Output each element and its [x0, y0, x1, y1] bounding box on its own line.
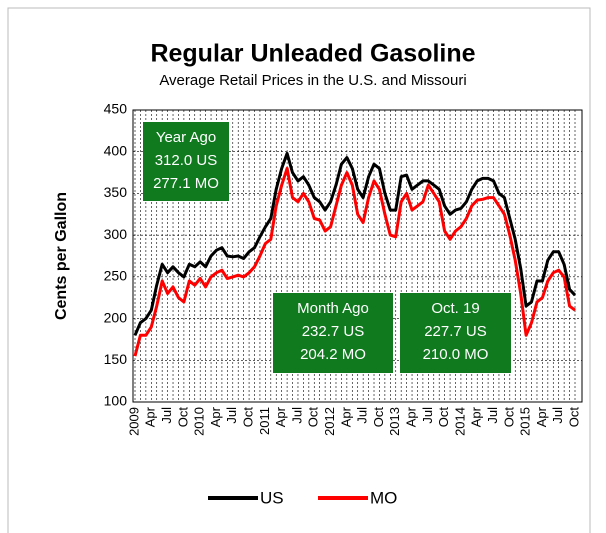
annotation-text: 227.7 US	[424, 323, 487, 340]
x-tick-label: 2011	[257, 407, 272, 435]
x-tick-label: Apr	[534, 406, 549, 427]
x-tick-label: 2015	[518, 407, 533, 436]
chart-subtitle: Average Retail Prices in the U.S. and Mi…	[159, 72, 466, 89]
y-tick-label: 300	[104, 226, 128, 242]
annotation-text: Year Ago	[156, 129, 216, 146]
x-tick-label: Oct	[241, 407, 256, 428]
x-tick-label: 2012	[322, 407, 337, 436]
annotation-text: 210.0 MO	[423, 346, 489, 363]
legend-label: US	[260, 488, 284, 507]
y-axis-label: Cents per Gallon	[53, 192, 70, 320]
annotation-box	[400, 293, 511, 373]
series-line	[133, 166, 576, 357]
x-tick-label: Apr	[208, 406, 223, 427]
plot-border	[132, 109, 583, 403]
x-tick-label: Jul	[485, 407, 500, 424]
annotation-text: 277.1 MO	[153, 175, 219, 192]
annotation-text: 232.7 US	[302, 323, 365, 340]
x-tick-label: 2009	[126, 407, 141, 436]
y-tick-label: 200	[104, 309, 128, 325]
x-tick-label: Apr	[403, 406, 418, 427]
annotation-text: 204.2 MO	[300, 346, 366, 363]
chart-frame	[7, 7, 591, 533]
x-tick-label: Apr	[338, 406, 353, 427]
annotation-text: Month Ago	[297, 300, 369, 317]
x-tick-label: Oct	[371, 407, 386, 428]
x-tick-label: Oct	[436, 407, 451, 428]
x-tick-label: Apr	[143, 406, 158, 427]
x-tick-label: Jul	[420, 407, 435, 424]
x-tick-label: Oct	[175, 407, 190, 428]
x-tick-label: Oct	[566, 407, 581, 428]
x-tick-label: Jul	[550, 407, 565, 424]
annotation-box	[143, 122, 229, 201]
x-tick-label: 2010	[192, 407, 207, 436]
x-tick-label: 2014	[452, 407, 467, 436]
y-tick-label: 150	[104, 351, 128, 367]
y-tick-label: 350	[104, 184, 128, 200]
chart-title: Regular Unleaded Gasoline	[150, 40, 475, 68]
x-tick-label: 2013	[387, 407, 402, 436]
x-tick-label: Oct	[501, 407, 516, 428]
y-tick-label: 250	[104, 268, 128, 284]
x-tick-label: Apr	[273, 406, 288, 427]
x-tick-label: Jul	[289, 407, 304, 424]
annotation-box	[273, 293, 393, 373]
annotation-text: Oct. 19	[431, 300, 479, 317]
y-tick-label: 400	[104, 142, 128, 158]
x-tick-label: Jul	[159, 407, 174, 424]
legend-label: MO	[370, 488, 397, 507]
x-tick-label: Jul	[224, 407, 239, 424]
y-tick-label: 450	[104, 101, 128, 117]
y-tick-label: 100	[104, 393, 128, 409]
x-tick-label: Apr	[469, 406, 484, 427]
annotation-text: 312.0 US	[155, 152, 218, 169]
x-tick-label: Oct	[306, 407, 321, 428]
x-tick-label: Jul	[355, 407, 370, 424]
series-line	[133, 151, 577, 336]
